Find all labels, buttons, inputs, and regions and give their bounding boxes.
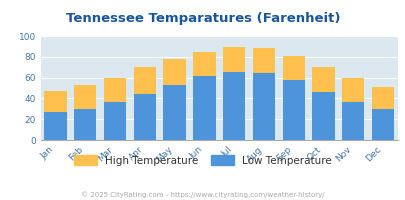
Bar <box>282 56 304 80</box>
Legend: High Temperature, Low Temperature: High Temperature, Low Temperature <box>71 152 334 169</box>
Bar <box>222 47 245 72</box>
Bar <box>193 76 215 140</box>
Bar <box>133 94 156 140</box>
Bar <box>44 91 66 112</box>
Bar <box>252 73 275 140</box>
Bar <box>311 92 334 140</box>
Bar <box>74 85 96 109</box>
Bar <box>163 59 185 85</box>
Bar <box>163 85 185 140</box>
Bar <box>341 102 364 140</box>
Bar <box>371 109 393 140</box>
Bar <box>252 48 275 73</box>
Bar <box>371 87 393 109</box>
Bar <box>133 67 156 94</box>
Bar <box>222 72 245 140</box>
Text: © 2025 CityRating.com - https://www.cityrating.com/weather-history/: © 2025 CityRating.com - https://www.city… <box>81 191 324 198</box>
Bar <box>74 109 96 140</box>
Bar <box>341 78 364 102</box>
Bar <box>104 102 126 140</box>
Bar <box>44 112 66 140</box>
Text: Tennessee Temparatures (Farenheit): Tennessee Temparatures (Farenheit) <box>66 12 339 25</box>
Bar <box>104 78 126 102</box>
Bar <box>282 80 304 140</box>
Bar <box>311 67 334 92</box>
Bar <box>193 52 215 76</box>
